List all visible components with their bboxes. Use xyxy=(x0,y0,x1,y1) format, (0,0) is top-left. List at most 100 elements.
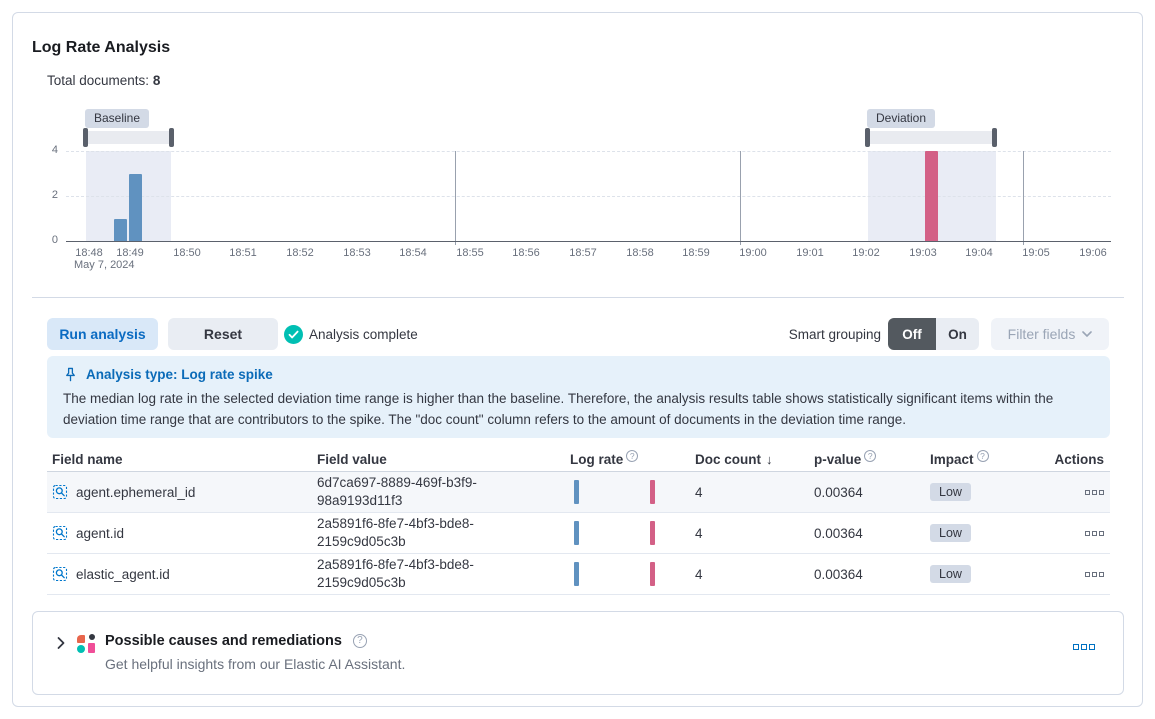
log-rate-mini-chart xyxy=(570,562,695,586)
x-tick-label: 18:57 xyxy=(569,247,597,259)
deviation-mini-bar xyxy=(650,521,655,545)
field-search-icon[interactable] xyxy=(52,566,68,582)
baseline-brush-left-handle[interactable] xyxy=(83,128,88,147)
x-tick-label: 19:05 xyxy=(1022,247,1050,259)
baseline-brush-right-handle[interactable] xyxy=(169,128,174,147)
sort-desc-icon[interactable] xyxy=(766,452,773,467)
header-impact[interactable]: Impact xyxy=(930,449,1048,467)
possible-causes-title[interactable]: Possible causes and remediations xyxy=(105,633,342,649)
header-p-value[interactable]: p-value xyxy=(814,449,930,467)
header-field-value[interactable]: Field value xyxy=(317,452,387,467)
x-tick-label: 18:50 xyxy=(173,247,201,259)
callout-title: Analysis type: Log rate spike xyxy=(86,367,273,382)
pin-icon xyxy=(66,367,75,382)
header-field-name[interactable]: Field name xyxy=(52,452,123,467)
analysis-results-table: Field name Field value Log rate Doc coun… xyxy=(47,448,1110,595)
header-actions: Actions xyxy=(1054,452,1104,467)
x-tick-label: 19:01 xyxy=(796,247,824,259)
impact-badge: Low xyxy=(930,524,971,542)
panel-actions-menu-icon[interactable] xyxy=(1073,644,1095,650)
info-icon[interactable] xyxy=(626,449,639,462)
x-axis-line xyxy=(66,241,1111,242)
baseline-brush[interactable] xyxy=(83,128,174,147)
impact-badge: Low xyxy=(930,565,971,583)
status-text: Analysis complete xyxy=(309,327,418,342)
help-icon[interactable] xyxy=(352,634,367,648)
impact-badge: Low xyxy=(930,483,971,501)
y-tick-label: 4 xyxy=(51,144,58,156)
reset-button[interactable]: Reset xyxy=(168,318,278,350)
run-analysis-button[interactable]: Run analysis xyxy=(47,318,158,350)
log-rate-mini-chart xyxy=(570,480,695,504)
x-tick-label: 18:53 xyxy=(343,247,371,259)
field-name: elastic_agent.id xyxy=(76,566,170,582)
document-count-chart: Baseline Deviation 4 2 0 18:48 18:49 18:50… xyxy=(32,106,1124,278)
p-value: 0.00364 xyxy=(814,525,863,541)
log-rate-analysis-panel: Log Rate Analysis Total documents: 8 Bas… xyxy=(12,12,1143,707)
field-search-icon[interactable] xyxy=(52,525,68,541)
possible-causes-panel[interactable]: Possible causes and remediations Get hel… xyxy=(32,611,1124,695)
gridline xyxy=(66,151,1111,152)
x-tick-label: 19:04 xyxy=(965,247,993,259)
deviation-bar xyxy=(925,151,938,241)
deviation-brush[interactable] xyxy=(865,128,997,147)
deviation-brush-left-handle[interactable] xyxy=(865,128,870,147)
chart-plot-area xyxy=(66,151,1111,245)
deviation-badge: Deviation xyxy=(867,109,936,128)
total-documents-value: 8 xyxy=(152,73,161,88)
table-row: agent.id 2a5891f6-8fe7-4bf3-bde8-2159c9d… xyxy=(47,513,1110,554)
doc-count: 4 xyxy=(695,484,703,500)
axis-date-label: May 7, 2024 xyxy=(74,259,135,271)
deviation-mini-bar xyxy=(650,480,655,504)
callout-body: The median log rate in the selected devi… xyxy=(63,391,1054,427)
deviation-mini-bar xyxy=(650,562,655,586)
field-value: 2a5891f6-8fe7-4bf3-bde8-2159c9d05c3b xyxy=(317,556,474,590)
x-tick-label: 18:55 xyxy=(456,247,484,259)
x-tick-label: 18:59 xyxy=(682,247,710,259)
gridline xyxy=(66,196,1111,197)
x-tick-label: 18:58 xyxy=(626,247,654,259)
table-row: agent.ephemeral_id 6d7ca697-8889-469f-b3… xyxy=(47,472,1110,513)
possible-causes-subtitle: Get helpful insights from our Elastic AI… xyxy=(105,656,406,672)
smart-grouping-label: Smart grouping xyxy=(788,327,881,342)
x-tick-label: 18:48 xyxy=(75,247,103,259)
x-tick-label: 18:56 xyxy=(512,247,540,259)
field-value: 2a5891f6-8fe7-4bf3-bde8-2159c9d05c3b xyxy=(317,515,474,549)
baseline-mini-bar xyxy=(574,521,579,545)
info-icon[interactable] xyxy=(864,449,877,462)
smart-grouping-on-button[interactable]: On xyxy=(936,318,979,350)
chevron-right-icon[interactable] xyxy=(54,636,68,650)
baseline-bar xyxy=(114,218,127,241)
actions-menu-icon[interactable] xyxy=(1085,489,1104,495)
x-tick-label: 18:49 xyxy=(116,247,144,259)
actions-menu-icon[interactable] xyxy=(1085,571,1104,577)
log-rate-mini-chart xyxy=(570,521,695,545)
gridline xyxy=(1023,151,1024,245)
x-tick-label: 18:52 xyxy=(286,247,314,259)
total-documents: Total documents: 8 xyxy=(47,73,160,88)
deviation-brush-right-handle[interactable] xyxy=(992,128,997,147)
filter-fields-label: Filter fields xyxy=(1007,326,1076,342)
field-name: agent.id xyxy=(76,525,125,541)
table-body: agent.ephemeral_id 6d7ca697-8889-469f-b3… xyxy=(47,472,1110,595)
info-icon[interactable] xyxy=(976,449,989,462)
section-divider xyxy=(32,297,1124,298)
page-title: Log Rate Analysis xyxy=(32,39,171,56)
doc-count: 4 xyxy=(695,525,703,541)
check-circle-icon xyxy=(284,325,303,344)
field-search-icon[interactable] xyxy=(52,484,68,500)
chevron-down-icon xyxy=(1082,331,1093,337)
header-log-rate[interactable]: Log rate xyxy=(570,449,695,467)
gridline xyxy=(740,151,741,245)
table-header-row: Field name Field value Log rate Doc coun… xyxy=(47,448,1110,472)
actions-menu-icon[interactable] xyxy=(1085,530,1104,536)
header-doc-count[interactable]: Doc count xyxy=(695,452,814,467)
analysis-type-callout: Analysis type: Log rate spike The median… xyxy=(47,356,1110,438)
p-value: 0.00364 xyxy=(814,566,863,582)
filter-fields-button[interactable]: Filter fields xyxy=(991,318,1109,350)
smart-grouping-off-button[interactable]: Off xyxy=(888,318,936,350)
gridline xyxy=(455,151,456,245)
x-tick-label: 19:02 xyxy=(852,247,880,259)
x-tick-label: 19:00 xyxy=(739,247,767,259)
analysis-status: Analysis complete xyxy=(284,325,418,344)
